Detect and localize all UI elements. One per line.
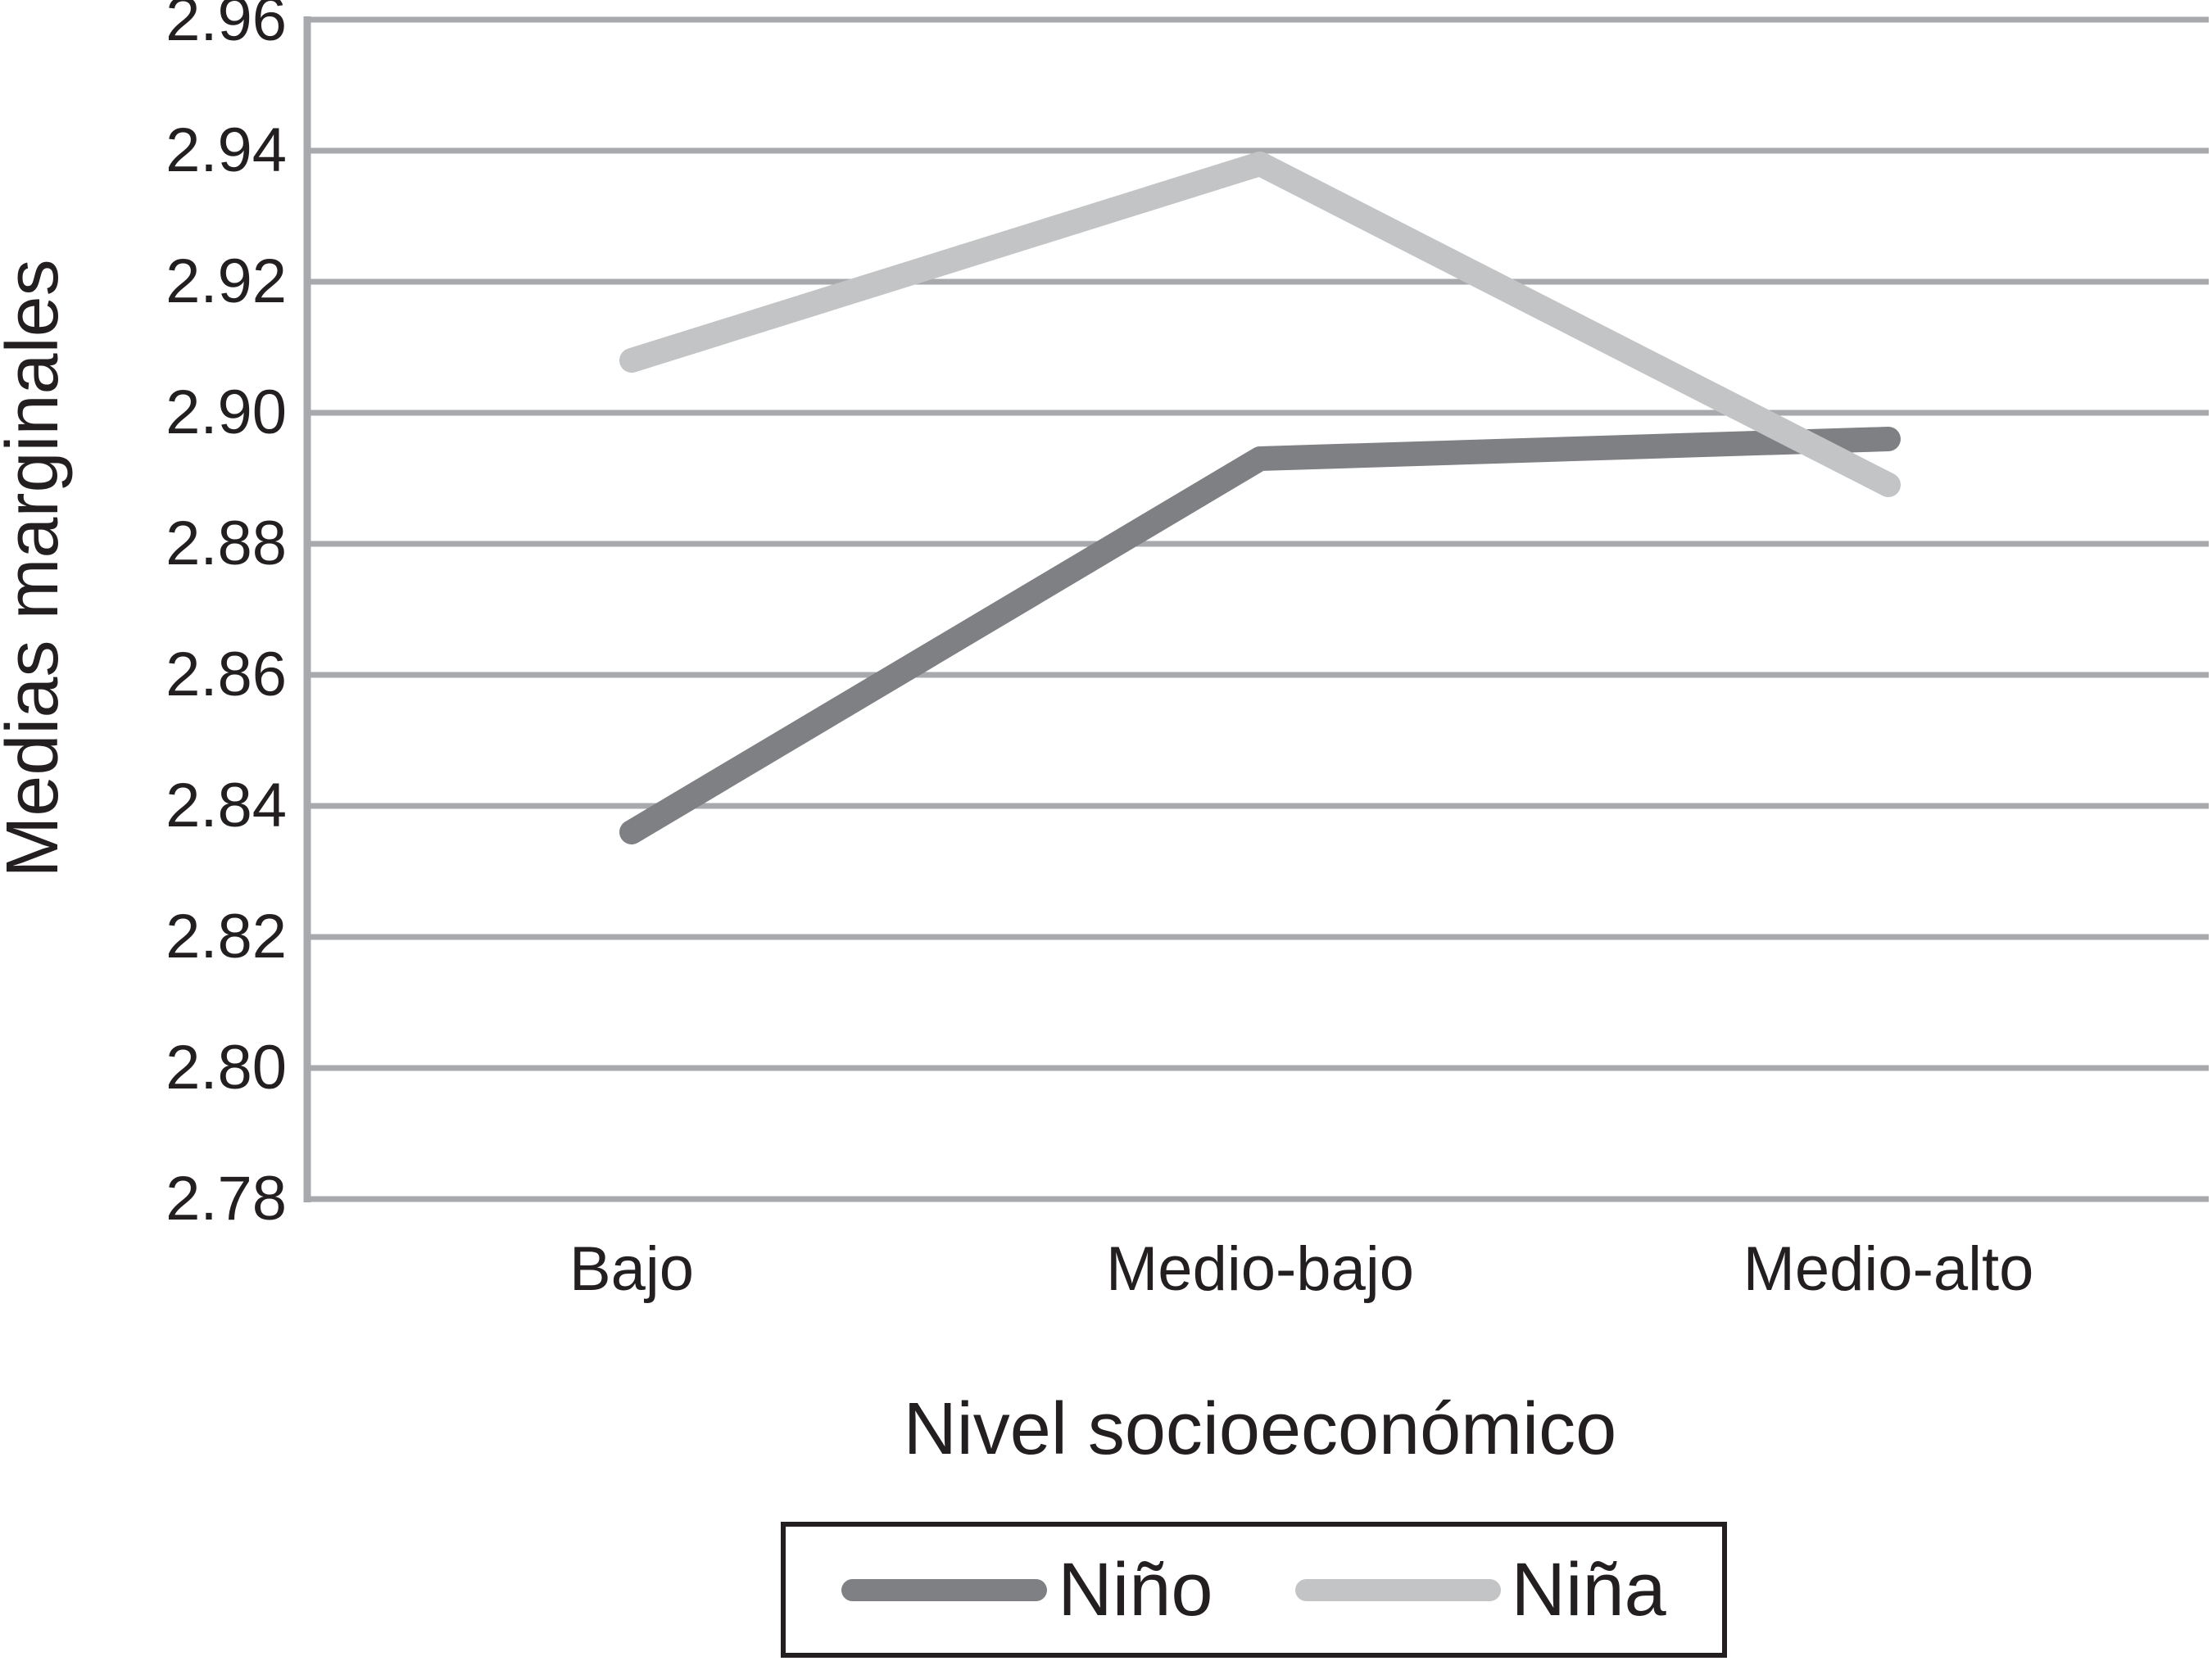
legend-item-nina: Niña bbox=[1294, 1548, 1666, 1632]
x-category-label: Medio-alto bbox=[1743, 1234, 2034, 1304]
x-category-label: Bajo bbox=[569, 1234, 695, 1304]
legend-label-nino: Niño bbox=[1058, 1548, 1213, 1632]
y-tick-label: 2.96 bbox=[165, 0, 287, 54]
y-tick-label: 2.90 bbox=[165, 378, 287, 447]
y-tick-label: 2.84 bbox=[165, 771, 287, 840]
y-axis-title: Medias marginales bbox=[0, 259, 74, 878]
x-axis-title: Nivel socioeconómico bbox=[903, 1388, 1617, 1470]
y-tick-label: 2.88 bbox=[165, 509, 287, 578]
legend-box: Niño Niña bbox=[781, 1522, 1727, 1658]
y-tick-label: 2.94 bbox=[165, 115, 287, 185]
nino-line-swatch bbox=[841, 1578, 1048, 1601]
y-tick-label: 2.82 bbox=[165, 902, 287, 971]
legend-label-nina: Niña bbox=[1511, 1548, 1666, 1632]
series-line-nia bbox=[619, 152, 1901, 497]
nina-line-swatch bbox=[1294, 1578, 1501, 1601]
series-line-nio bbox=[619, 427, 1901, 844]
x-category-label: Medio-bajo bbox=[1106, 1234, 1414, 1304]
y-tick-label: 2.78 bbox=[165, 1164, 287, 1233]
y-tick-label: 2.86 bbox=[165, 640, 287, 709]
y-tick-label: 2.80 bbox=[165, 1033, 287, 1102]
legend-item-nino: Niño bbox=[841, 1552, 1213, 1627]
y-tick-label: 2.92 bbox=[165, 247, 287, 316]
